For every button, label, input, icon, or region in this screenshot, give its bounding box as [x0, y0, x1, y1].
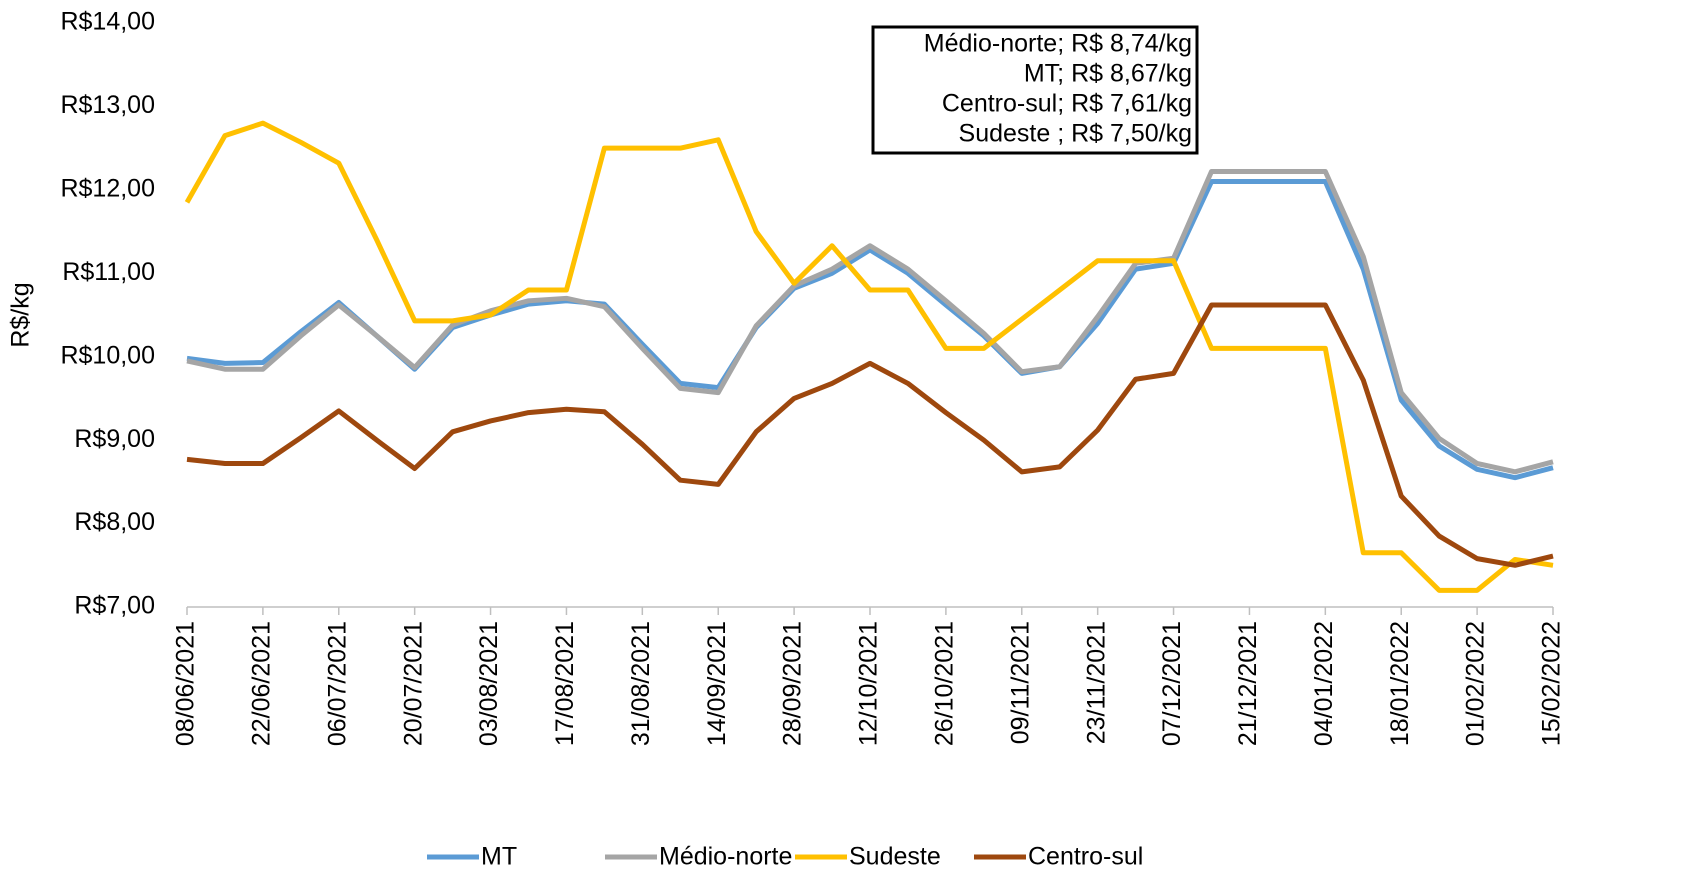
x-tick-label: 18/01/2022: [1386, 621, 1414, 746]
annotation: Centro-sul; R$ 7,61/kg: [942, 90, 1192, 118]
y-tick-label: R$12,00: [60, 174, 155, 202]
x-tick-label: 14/09/2021: [703, 621, 731, 746]
y-tick-label: R$8,00: [74, 508, 155, 536]
annotation: MT; R$ 8,67/kg: [1024, 60, 1192, 88]
x-tick-label: 20/07/2021: [399, 621, 427, 746]
y-tick-label: R$13,00: [60, 91, 155, 119]
x-tick-label: 03/08/2021: [475, 621, 503, 746]
legend-label: Médio-norte: [659, 843, 792, 871]
x-tick-label: 22/06/2021: [247, 621, 275, 746]
legend-label: MT: [481, 843, 517, 871]
legend-label: Sudeste: [849, 843, 941, 871]
y-tick-label: R$10,00: [60, 341, 155, 369]
series-line: [184, 120, 1554, 593]
y-tick-label: R$14,00: [60, 8, 155, 36]
x-tick-label: 07/12/2021: [1158, 621, 1186, 746]
series-line: [186, 302, 1554, 568]
annotation: Sudeste ; R$ 7,50/kg: [959, 120, 1192, 148]
series-line: [186, 169, 1554, 475]
x-tick-label: 06/07/2021: [323, 621, 351, 746]
x-tick-label: 09/11/2021: [1006, 621, 1034, 744]
x-tick-label: 08/06/2021: [172, 621, 200, 746]
x-tick-label: 15/02/2022: [1538, 621, 1566, 746]
y-tick-label: R$9,00: [74, 425, 155, 453]
x-tick-label: 23/11/2021: [1082, 621, 1110, 744]
x-tick-label: 04/01/2022: [1310, 621, 1338, 746]
y-tick-label: R$7,00: [74, 592, 155, 620]
legend-label: Centro-sul: [1028, 843, 1143, 871]
x-tick-label: 12/10/2021: [855, 621, 883, 746]
annotation: Médio-norte; R$ 8,74/kg: [924, 30, 1192, 58]
x-tick-label: 26/10/2021: [930, 621, 958, 746]
x-tick-label: 28/09/2021: [779, 621, 807, 746]
x-tick-label: 01/02/2022: [1462, 621, 1490, 746]
annotation-box: [871, 25, 1199, 155]
x-tick-label: 17/08/2021: [551, 621, 579, 746]
x-tick-label: 31/08/2021: [627, 621, 655, 746]
y-tick-label: R$11,00: [62, 258, 155, 286]
y-axis-label: R$/kg: [7, 282, 35, 347]
x-tick-label: 21/12/2021: [1234, 621, 1262, 746]
